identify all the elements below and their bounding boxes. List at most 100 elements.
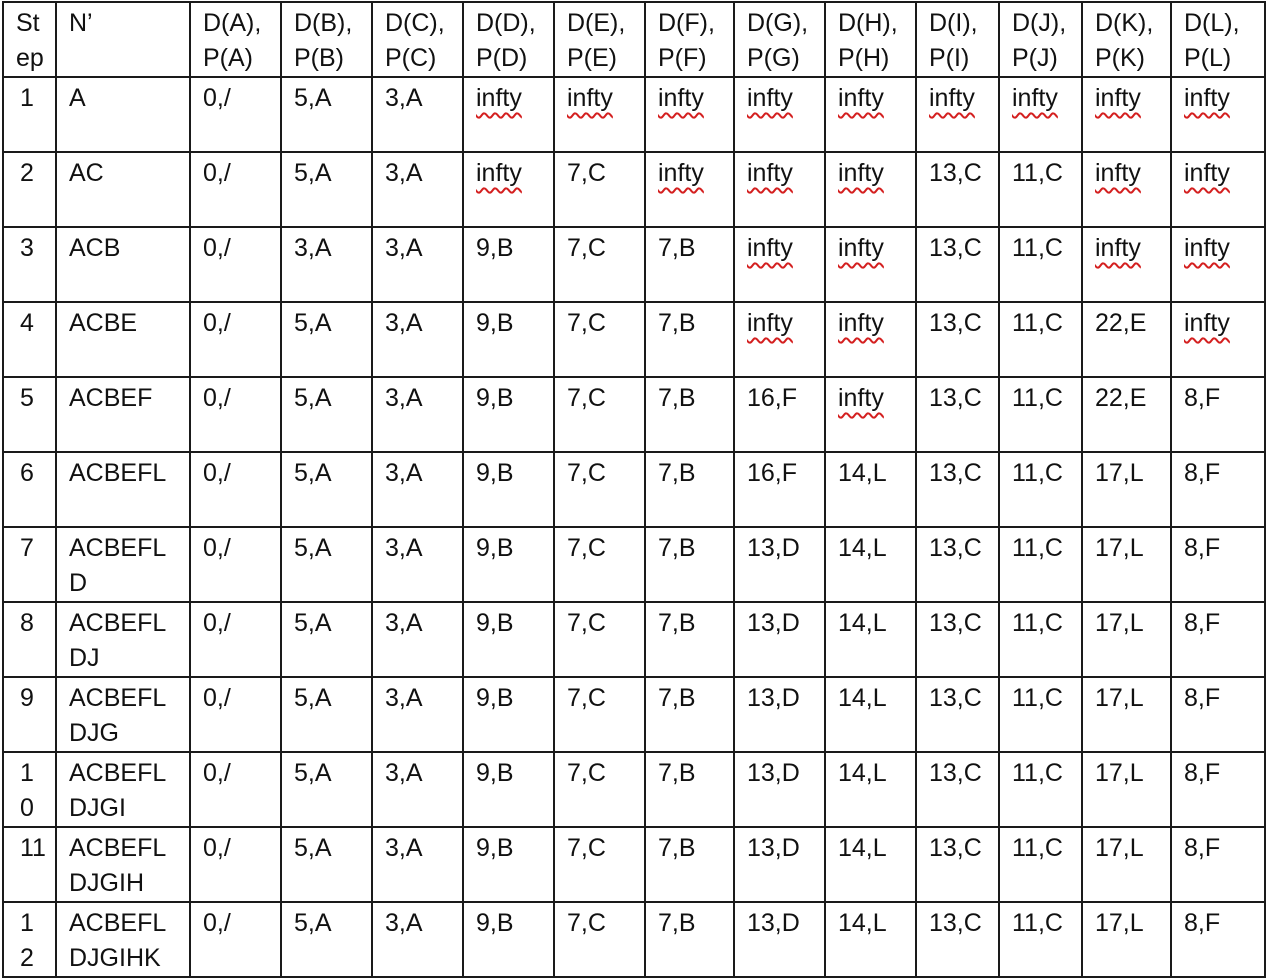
cell-text: 8,F (1184, 909, 1221, 937)
distance-pred-cell: 5,A (280, 376, 373, 453)
cell-text: 5,A (294, 309, 332, 337)
header-visited-set: N’ (55, 1, 191, 78)
step-number-cell: 8 (2, 601, 57, 678)
cell-text: 0,/ (203, 309, 231, 337)
step-number-cell: 12 (2, 901, 57, 978)
distance-pred-cell: 13,D (733, 601, 826, 678)
distance-pred-cell: 3,A (371, 301, 464, 378)
distance-pred-cell: 3,A (371, 451, 464, 528)
cell-text: 3,A (385, 84, 423, 112)
distance-pred-cell: 5,A (280, 901, 373, 978)
distance-pred-cell: 14,L (824, 676, 917, 753)
step-number-cell: 4 (2, 301, 57, 378)
visited-set-cell: AC (55, 151, 191, 228)
cell-text: 17,L (1095, 909, 1144, 937)
distance-pred-cell: 13,C (915, 901, 1000, 978)
cell-text: 8,F (1184, 459, 1221, 487)
cell-text: 7,B (658, 759, 696, 787)
cell-text: infty (1095, 159, 1141, 187)
header-g: D(G), P(G) (733, 1, 826, 78)
distance-pred-cell: 0,/ (189, 376, 282, 453)
distance-pred-cell: 8,F (1170, 526, 1266, 603)
cell-text: 13,C (929, 834, 982, 862)
distance-pred-cell: 3,A (371, 601, 464, 678)
distance-pred-cell: 13,C (915, 226, 1000, 303)
cell-text: 5,A (294, 759, 332, 787)
cell-text: 7,B (658, 384, 696, 412)
cell-text: 7,B (658, 684, 696, 712)
header-a: D(A), P(A) (189, 1, 282, 78)
cell-text: 13,D (747, 834, 800, 862)
table-row: 3 ACB 0,/ 3,A 3,A 9,B 7,C 7,B infty infty 13,C 11,C… (2, 226, 1266, 303)
cell-text: 3,A (385, 234, 423, 262)
distance-pred-cell: infty (644, 76, 735, 153)
cell-text: 17,L (1095, 684, 1144, 712)
distance-pred-cell: 11,C (998, 676, 1083, 753)
distance-pred-cell: 5,A (280, 676, 373, 753)
distance-pred-cell: 13,D (733, 901, 826, 978)
distance-pred-cell: infty (1170, 76, 1266, 153)
cell-text: 11,C (1012, 384, 1063, 412)
cell-text: 8,F (1184, 684, 1221, 712)
distance-pred-cell: 0,/ (189, 226, 282, 303)
cell-text: 11,C (1012, 234, 1063, 262)
cell-text: 7,B (658, 309, 696, 337)
distance-pred-cell: infty (644, 151, 735, 228)
visited-set-cell: ACBEFLDJGIH (55, 826, 191, 903)
cell-text: 11,C (1012, 759, 1063, 787)
table-row: 5 ACBEF 0,/ 5,A 3,A 9,B 7,C 7,B 16,F infty 13,C 11,… (2, 376, 1266, 453)
distance-pred-cell: 13,C (915, 376, 1000, 453)
cell-text: 0,/ (203, 459, 231, 487)
header-d: D(D), P(D) (462, 1, 555, 78)
cell-text: infty (1095, 84, 1141, 112)
cell-text: 5,A (294, 384, 332, 412)
distance-pred-cell: 7,C (553, 901, 646, 978)
cell-text: 0,/ (203, 384, 231, 412)
cell-text: 3,A (385, 459, 423, 487)
distance-pred-cell: 17,L (1081, 526, 1172, 603)
cell-text: 17,L (1095, 759, 1144, 787)
cell-text: 0,/ (203, 759, 231, 787)
cell-text: 8,F (1184, 609, 1221, 637)
cell-text: 10 (20, 759, 34, 822)
distance-pred-cell: 3,A (371, 901, 464, 978)
visited-set-cell: ACBE (55, 301, 191, 378)
distance-pred-cell: 13,C (915, 751, 1000, 828)
cell-text: 5,A (294, 459, 332, 487)
distance-pred-cell: 0,/ (189, 76, 282, 153)
table-row: 11 ACBEFLDJGIH 0,/ 5,A 3,A 9,B 7,C 7,B 13,D 14,L 1… (2, 826, 1266, 903)
distance-pred-cell: 3,A (371, 751, 464, 828)
cell-text: 8 (20, 609, 34, 637)
distance-pred-cell: 11,C (998, 526, 1083, 603)
visited-set-cell: ACBEFLDJGIHK (55, 901, 191, 978)
table-row: 8 ACBEFLDJ 0,/ 5,A 3,A 9,B 7,C 7,B 13,D 14,L 13,C 1… (2, 601, 1266, 678)
cell-text: 0,/ (203, 534, 231, 562)
distance-pred-cell: 14,L (824, 826, 917, 903)
distance-pred-cell: 7,B (644, 826, 735, 903)
distance-pred-cell: 7,B (644, 226, 735, 303)
cell-text: 7 (20, 534, 34, 562)
cell-text: 13,C (929, 384, 982, 412)
cell-text: 11,C (1012, 159, 1063, 187)
cell-text: 7,C (567, 459, 606, 487)
distance-pred-cell: 14,L (824, 901, 917, 978)
cell-text: 7,C (567, 909, 606, 937)
cell-text: 6 (20, 459, 34, 487)
distance-pred-cell: 7,B (644, 301, 735, 378)
distance-pred-cell: 3,A (371, 526, 464, 603)
cell-text: ACBEFLDJ (69, 609, 167, 672)
cell-text: 7,B (658, 909, 696, 937)
distance-pred-cell: 0,/ (189, 751, 282, 828)
distance-pred-cell: 7,C (553, 226, 646, 303)
cell-text: 8,F (1184, 759, 1221, 787)
distance-pred-cell: 9,B (462, 751, 555, 828)
cell-text: infty (747, 84, 793, 112)
distance-pred-cell: infty (1170, 301, 1266, 378)
table-row: 1 A 0,/ 5,A 3,A infty infty infty infty infty inft… (2, 76, 1266, 153)
visited-set-cell: ACBEFLDJGI (55, 751, 191, 828)
step-number-cell: 10 (2, 751, 57, 828)
distance-pred-cell: 22,E (1081, 301, 1172, 378)
cell-text: 3,A (385, 384, 423, 412)
header-i: D(I), P(I) (915, 1, 1000, 78)
